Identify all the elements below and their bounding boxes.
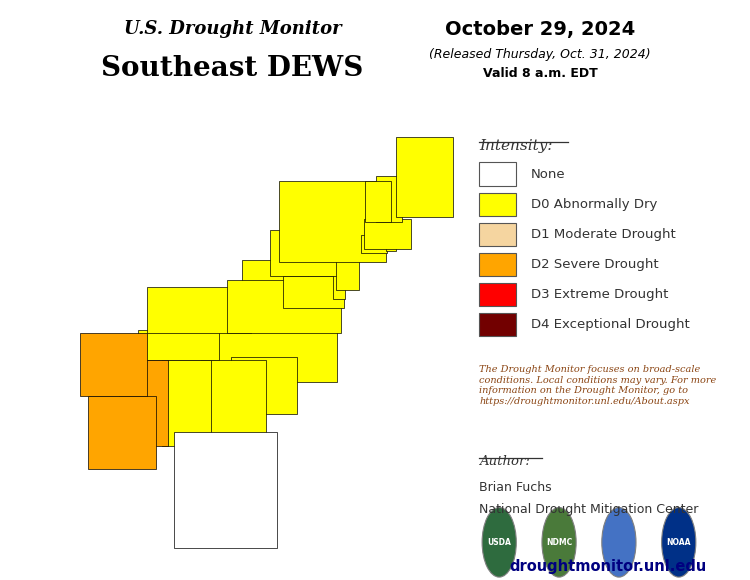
Bar (270, 230, 348, 276)
Bar (231, 357, 297, 414)
Bar (364, 219, 411, 249)
Text: Author:: Author: (479, 455, 530, 468)
Bar (80, 334, 148, 396)
Bar (174, 432, 277, 548)
Bar (336, 246, 358, 291)
Bar (242, 260, 308, 321)
Circle shape (602, 508, 636, 577)
Bar (376, 176, 402, 222)
Bar (279, 182, 386, 262)
Text: The Drought Monitor focuses on broad-scale
conditions. Local conditions may vary: The Drought Monitor focuses on broad-sca… (479, 365, 716, 405)
Bar (362, 235, 387, 253)
Bar (148, 287, 251, 333)
Text: Southeast DEWS: Southeast DEWS (101, 55, 364, 82)
Bar (88, 396, 155, 469)
FancyBboxPatch shape (479, 283, 516, 306)
FancyBboxPatch shape (479, 313, 516, 336)
Bar (219, 332, 338, 382)
Circle shape (542, 508, 576, 577)
Bar (119, 360, 168, 446)
Circle shape (662, 508, 696, 577)
Text: D4 Exceptional Drought: D4 Exceptional Drought (530, 318, 689, 331)
Text: droughtmonitor.unl.edu: droughtmonitor.unl.edu (509, 559, 706, 574)
Bar (386, 235, 397, 251)
Text: None: None (530, 168, 566, 180)
Bar (138, 330, 255, 360)
Bar (284, 276, 344, 308)
Text: NOAA: NOAA (667, 538, 691, 547)
Text: USDA: USDA (488, 538, 512, 547)
Bar (201, 360, 266, 443)
FancyBboxPatch shape (479, 162, 516, 186)
Text: Intensity:: Intensity: (479, 139, 553, 153)
Bar (333, 274, 345, 299)
Text: U.S. Drought Monitor: U.S. Drought Monitor (124, 20, 341, 38)
Text: NDMC: NDMC (546, 538, 572, 547)
Circle shape (482, 508, 516, 577)
FancyBboxPatch shape (479, 223, 516, 246)
Text: National Drought Mitigation Center: National Drought Mitigation Center (479, 503, 699, 516)
Text: D1 Moderate Drought: D1 Moderate Drought (530, 228, 675, 241)
Text: Brian Fuchs: Brian Fuchs (479, 481, 552, 494)
Bar (162, 360, 211, 446)
FancyBboxPatch shape (479, 193, 516, 216)
Text: Valid 8 a.m. EDT: Valid 8 a.m. EDT (483, 67, 597, 79)
Text: October 29, 2024: October 29, 2024 (445, 20, 635, 39)
Text: D0 Abnormally Dry: D0 Abnormally Dry (530, 198, 657, 211)
Bar (365, 182, 391, 222)
Bar (396, 136, 453, 217)
FancyBboxPatch shape (479, 253, 516, 276)
Text: (Released Thursday, Oct. 31, 2024): (Released Thursday, Oct. 31, 2024) (429, 48, 651, 60)
Text: D2 Severe Drought: D2 Severe Drought (530, 258, 658, 271)
Text: D3 Extreme Drought: D3 Extreme Drought (530, 288, 668, 301)
Bar (226, 280, 341, 334)
